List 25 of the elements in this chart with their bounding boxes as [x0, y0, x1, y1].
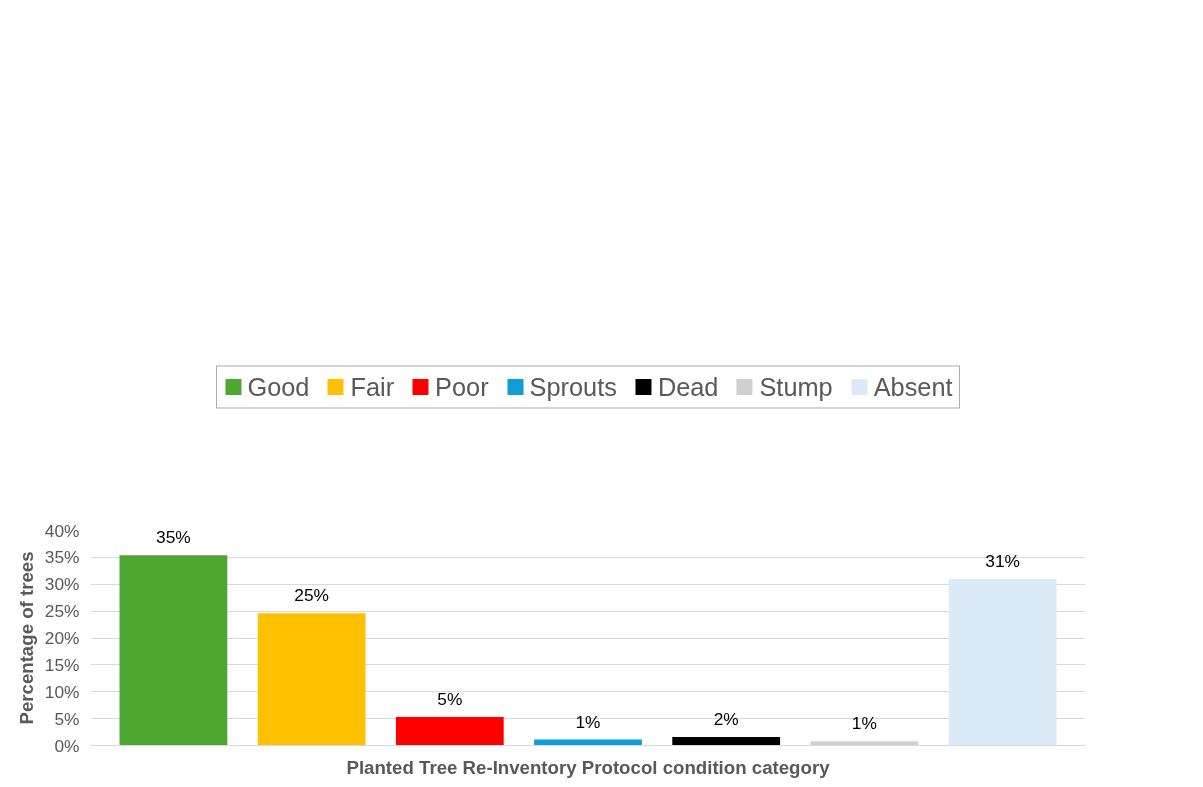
- data-label: 35%: [156, 527, 191, 548]
- legend-label: Stump: [759, 372, 833, 402]
- y-tick-label: 20%: [44, 628, 80, 648]
- y-axis-title: Percentage of trees: [15, 551, 37, 725]
- y-tick-label: 25%: [44, 601, 80, 622]
- y-tick-label: 10%: [44, 681, 80, 702]
- y-tick-label: 35%: [44, 547, 80, 568]
- data-label: 1%: [851, 713, 877, 734]
- y-tick-label: 0%: [54, 735, 80, 756]
- data-label: 2%: [713, 708, 739, 729]
- legend-label: Poor: [435, 372, 489, 402]
- y-tick-label: 15%: [44, 654, 80, 675]
- legend-label: Sprouts: [529, 372, 617, 402]
- y-tick-label: 30%: [44, 574, 80, 595]
- legend-label: Fair: [350, 372, 395, 402]
- y-tick-label: 40%: [44, 520, 80, 541]
- x-axis-title: Planted Tree Re-Inventory Protocol condition category: [346, 756, 831, 778]
- data-label: 25%: [294, 585, 329, 606]
- legend-label: Absent: [873, 372, 953, 402]
- data-label: 5%: [437, 689, 463, 710]
- data-label: 31%: [985, 550, 1020, 571]
- legend-label: Dead: [657, 372, 719, 402]
- data-label: 1%: [575, 711, 601, 732]
- y-tick-label: 5%: [54, 708, 80, 729]
- legend-label: Good: [247, 372, 310, 402]
